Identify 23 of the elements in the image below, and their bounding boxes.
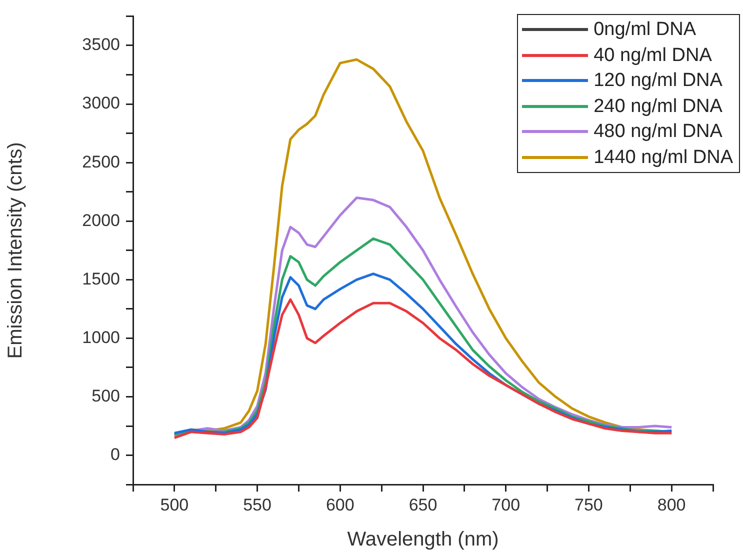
legend-label: 120 ng/ml DNA	[594, 69, 722, 94]
y-tick-label: 3500	[82, 35, 120, 54]
y-tick-label: 0	[110, 445, 120, 464]
y-tick-label: 1000	[82, 328, 120, 347]
legend-label: 40 ng/ml DNA	[594, 44, 712, 68]
legend-label: 480 ng/ml DNA	[594, 120, 722, 144]
x-tick-label: 650	[408, 495, 438, 514]
x-tick-label: 500	[160, 495, 189, 514]
x-tick-label: 750	[574, 495, 603, 514]
y-tick-label: 2000	[82, 210, 120, 230]
y-tick-label: 2500	[82, 152, 120, 172]
y-axis-title: Emission Intensity (cnts)	[4, 142, 27, 359]
legend-label: 0ng/ml DNA	[594, 18, 696, 42]
x-tick-label: 800	[657, 495, 686, 514]
x-tick-label: 600	[326, 495, 354, 514]
y-tick-label: 3000	[82, 94, 120, 113]
y-tick-label: 500	[92, 386, 120, 406]
legend-label: 240 ng/ml DNA	[594, 94, 722, 119]
x-tick-label: 700	[492, 495, 520, 514]
x-axis-title: Wavelength (nm)	[347, 528, 499, 551]
legend-label: 1440 ng/ml DNA	[594, 146, 733, 170]
x-tick-label: 550	[243, 495, 272, 514]
y-tick-label: 1500	[82, 269, 120, 288]
